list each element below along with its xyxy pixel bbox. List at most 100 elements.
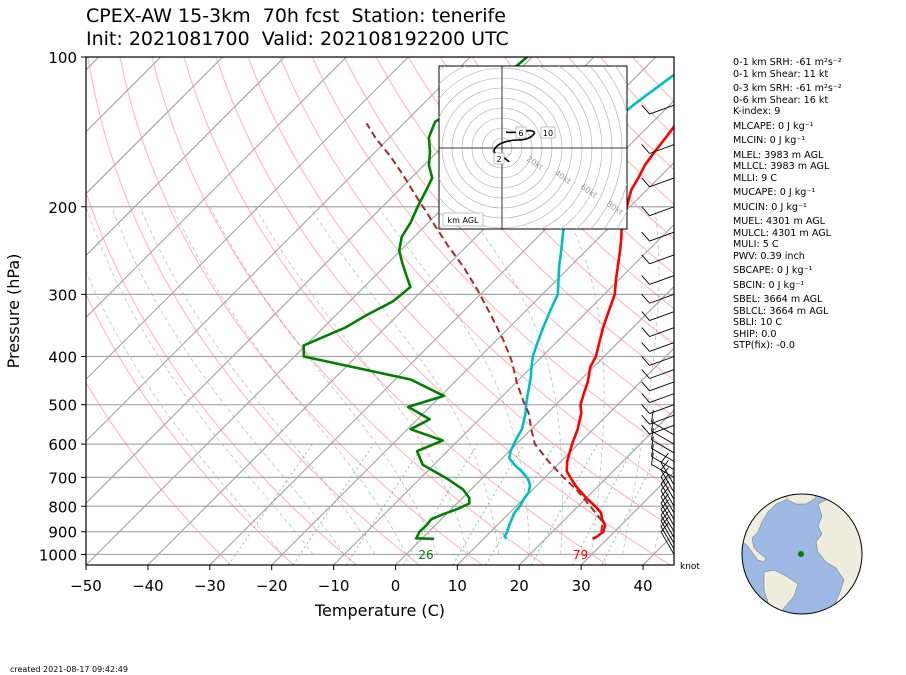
wind-barb [649,369,675,379]
wind-barb [649,177,675,188]
isotherm [395,285,674,565]
wind-barb-flag [641,206,650,216]
stat-line: K-index: 9 [733,106,781,117]
plot-frame [85,56,675,566]
wind-barb-flag [641,424,650,435]
x-axis-label: Temperature (C) [314,601,445,620]
hodograph-height-label: 6 [518,129,523,138]
hodograph-panel [438,65,628,230]
wind-barb-flag [651,436,654,449]
wind-barb-flag [641,414,650,425]
wind-barb-flag [660,474,669,485]
dry-adiabat [343,57,674,417]
wind-barb [660,496,675,520]
wind-barb [649,254,675,265]
dry-adiabat [86,190,357,565]
wind-barb [660,502,675,526]
stat-line: MLLCL: 3983 m AGL [733,161,830,172]
isotherm [86,57,285,257]
y-tick-label: 100 [48,49,77,67]
wind-barb [651,430,675,445]
chart-title-line1: CPEX-AW 15-3km 70h fcst Station: tenerif… [86,5,506,27]
wind-barb-flag [641,356,650,366]
dry-adiabat [183,57,608,565]
moist-adiabat [653,462,674,555]
wind-barb [649,342,675,352]
isotherm [86,57,347,319]
mixing-ratio-line [227,443,314,565]
wind-barb-flag [641,144,650,154]
hodograph-footer: km AGL [448,216,480,225]
dry-adiabat [119,57,483,565]
dry-adiabat [375,57,674,381]
wind-barb [651,448,675,462]
moist-adiabat [86,206,314,555]
chart-title-line2: Init: 2021081700 Valid: 202108192200 UTC [86,28,509,50]
wind-barb [660,483,675,507]
stat-line: SHIP: 0.0 [733,328,777,340]
wind-barb-flag [641,393,650,403]
parcel-profile-line [365,122,604,540]
wind-barb-flag [641,231,650,242]
wind-barb-flag [651,427,654,440]
moist-adiabat [463,206,563,555]
dry-adiabat [151,57,546,565]
y-tick-label: 300 [48,286,77,304]
dry-adiabat [311,57,674,454]
wind-barb-flag [641,104,650,115]
isotherm [86,57,224,195]
dry-adiabat [87,57,420,565]
stat-line: MUEL: 4301 m AGL [733,216,826,227]
wind-barb [649,356,675,366]
hodograph-height-box [515,126,527,139]
moist-adiabat [562,206,605,555]
stat-line: MUCAPE: 0 J kg⁻¹ [733,187,816,198]
wind-barb-flag [641,342,650,352]
wind-barb [649,404,675,415]
x-tick-label: 20 [510,577,529,595]
dry-adiabat [247,57,674,530]
moist-adiabat [254,206,469,555]
wind-barb-flag [641,327,650,337]
x-tick-label: −50 [70,577,102,595]
dry-adiabat [471,57,674,275]
hodograph-height-box [540,126,556,139]
wind-barb [649,381,675,392]
station-marker [798,551,804,557]
surface-dewpoint-label: 26 [418,548,433,562]
stat-line: STP(fix): -0.0 [733,340,795,351]
moist-adiabat [139,206,376,555]
wind-barb [649,414,675,425]
y-tick-label: 400 [48,349,77,367]
dry-adiabat [407,57,674,345]
wind-unit-label: knot [680,562,700,572]
isotherm [518,409,674,565]
wind-barb [649,206,675,217]
y-tick-label: 700 [48,469,77,487]
wind-barb [660,531,675,555]
wind-barb-flag [660,460,669,471]
stat-line: 0-3 km SRH: -61 m²s⁻² [733,83,842,94]
hodograph-height-label: 2 [496,155,501,164]
wind-barb-flag [641,369,650,379]
wind-barb [660,514,675,538]
wind-barb-flag [651,444,654,457]
wind-barb-flag [651,452,654,465]
wind-barb [649,104,675,115]
moist-adiabat [377,206,531,555]
wind-barb [651,456,675,470]
wind-barb [649,327,675,337]
isotherm [333,223,674,565]
dry-adiabat [279,57,674,492]
wind-barb-flag [660,487,669,498]
wind-barb [660,469,675,493]
wind-barb-flag [641,381,650,392]
wind-barb [660,526,675,550]
wind-barb-flag [660,452,669,463]
x-tick-label: 40 [634,577,653,595]
isotherm [456,347,674,565]
wind-barb [651,421,675,436]
stat-line: MLCIN: 0 J kg⁻¹ [733,135,806,146]
wind-barb [660,476,675,500]
wind-barb-flag [641,177,650,188]
